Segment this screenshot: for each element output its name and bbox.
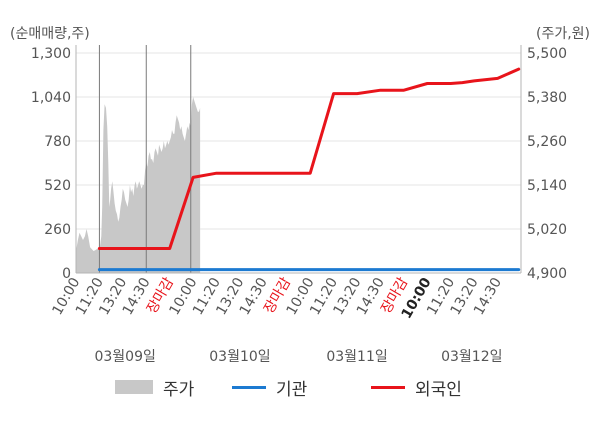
date-labels: 03월09일 03월10일 03월11일 03월12일: [94, 349, 502, 365]
right-tick-label: 5,140: [527, 178, 567, 194]
series-lines: [97, 67, 521, 272]
price-area: [76, 97, 201, 273]
foreign-line: [97, 67, 521, 250]
right-tick-label: 5,500: [527, 46, 567, 62]
left-axis-unit: (순매매량,주): [10, 26, 90, 42]
legend-item-price: 주가: [115, 372, 194, 402]
axes: [75, 45, 522, 274]
left-tick-label: 260: [44, 222, 71, 238]
legend-swatch-foreign: [371, 385, 405, 389]
legend-swatch-price: [115, 380, 153, 394]
left-tick-label: 520: [44, 178, 71, 194]
date-label: 03월10일: [209, 349, 270, 365]
price-area-shape: [76, 97, 201, 273]
legend-item-institution: 기관: [232, 372, 307, 402]
date-label: 03월11일: [326, 349, 387, 365]
right-axis-unit: (주가,원): [536, 26, 590, 42]
legend-label-institution: 기관: [276, 379, 308, 400]
left-tick-label: 780: [44, 134, 71, 150]
x-axis-ticks: 10:0011:2013:2014:30장마감10:0011:2013:2014…: [49, 275, 505, 322]
left-tick-label: 0: [62, 266, 71, 282]
right-axis-ticks: 4,900 5,020 5,140 5,260 5,380 5,500: [527, 46, 567, 282]
left-tick-label: 1,040: [31, 90, 71, 106]
right-tick-label: 5,020: [527, 222, 567, 238]
legend-label-price: 주가: [163, 379, 195, 400]
legend-item-foreign: 외국인: [371, 372, 462, 402]
left-tick-label: 1,300: [31, 46, 71, 62]
right-tick-label: 5,260: [527, 134, 567, 150]
legend: 주가 기관 외국인: [0, 372, 600, 402]
date-label: 03월09일: [94, 349, 155, 365]
session-dividers: [98, 45, 192, 273]
date-label: 03월12일: [441, 349, 502, 365]
legend-swatch-institution: [232, 385, 266, 389]
right-tick-label: 5,380: [527, 90, 567, 106]
right-tick-label: 4,900: [527, 266, 567, 282]
left-axis-ticks: 0 260 520 780 1,040 1,300: [31, 46, 71, 282]
legend-label-foreign: 외국인: [415, 379, 462, 400]
